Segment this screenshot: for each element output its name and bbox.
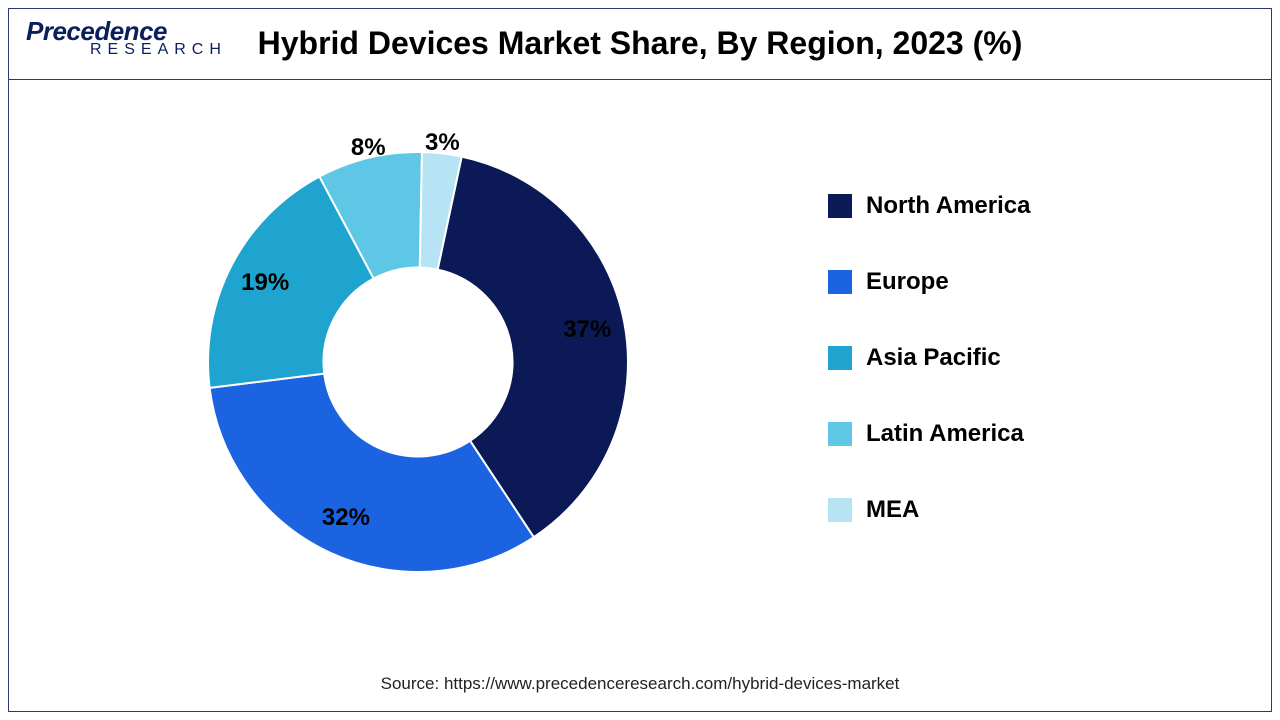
donut-chart: 37% 32% 19% 8% 3% [188,132,648,592]
chart-area: 37% 32% 19% 8% 3% North America Europe Asia Pa… [8,92,1272,712]
legend-swatch [828,194,852,218]
slice-label: 3% [425,129,460,157]
legend-swatch [828,498,852,522]
brand-logo: Precedence RESEARCH [26,18,227,58]
legend-label: North America [866,192,1030,220]
legend-swatch [828,346,852,370]
logo-bottom: RESEARCH [90,42,227,58]
legend-swatch [828,270,852,294]
legend-swatch [828,422,852,446]
legend-item: Asia Pacific [828,344,1030,372]
legend: North America Europe Asia Pacific Latin Ame… [828,192,1030,524]
slice-label: 32% [322,504,370,532]
header-bar: Precedence RESEARCH Hybrid Devices Marke… [8,8,1272,80]
slice-label: 19% [241,269,289,297]
legend-label: Asia Pacific [866,344,1001,372]
legend-item: MEA [828,496,1030,524]
legend-label: MEA [866,496,919,524]
slice-label: 8% [351,134,386,162]
legend-item: Latin America [828,420,1030,448]
source-text: Source: https://www.precedenceresearch.c… [8,674,1272,694]
slice-label: 37% [563,316,611,344]
legend-label: Europe [866,268,949,296]
legend-label: Latin America [866,420,1024,448]
legend-item: Europe [828,268,1030,296]
legend-item: North America [828,192,1030,220]
donut-slice [210,374,534,572]
